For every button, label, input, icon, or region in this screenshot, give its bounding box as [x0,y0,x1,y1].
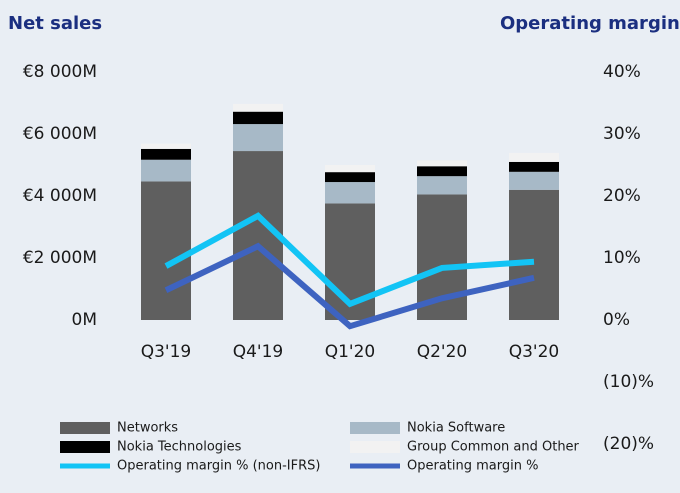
legend-label: Operating margin % [407,459,538,474]
y2-tick-label: 0% [603,310,630,330]
y2-tick-label: 30% [603,124,641,144]
legend-swatch [350,422,400,434]
legend-label: Nokia Technologies [117,440,242,455]
legend-swatch [60,422,110,434]
y-tick-label: 0M [72,310,97,330]
bar-segment [141,148,191,160]
legend-label: Networks [117,421,178,436]
bar-segment [509,161,559,172]
legend-swatch [350,441,400,453]
bar-segment [417,160,467,167]
bar-segment [509,189,559,320]
bar-segment [233,124,283,152]
x-tick-label: Q4'19 [233,342,284,362]
bar-segment [141,143,191,149]
legend-label: Group Common and Other [407,440,580,455]
x-tick-label: Q1'20 [325,342,376,362]
legend-label: Nokia Software [407,421,505,436]
y-tick-label: €8 000M [23,62,97,82]
y2-tick-label: 40% [603,62,641,82]
line [164,242,535,330]
bar-segment [325,182,375,204]
y2-axis-title: Operating margin [500,13,680,34]
x-tick-label: Q3'19 [141,342,192,362]
chart-title: Net sales [8,13,102,34]
bar-segment [141,159,191,182]
x-tick-label: Q3'20 [509,342,560,362]
y2-tick-label: (20)% [603,434,654,454]
line [164,212,535,308]
legend-label: Operating margin % (non-IFRS) [117,459,320,474]
y2-tick-label: (10)% [603,372,654,392]
bar-segment [417,176,467,195]
bar-segment [509,171,559,190]
y2-tick-label: 10% [603,248,641,268]
y2-tick-label: 20% [603,186,641,206]
y-tick-label: €4 000M [23,186,97,206]
y-tick-label: €6 000M [23,124,97,144]
x-tick-label: Q2'20 [417,342,468,362]
legend-swatch [60,441,110,453]
bar-segment [509,152,559,162]
bar-segment [325,165,375,173]
bar-segment [141,181,191,320]
bar-segment [233,103,283,112]
bar-segment [233,111,283,125]
bar-segment [325,172,375,183]
y-tick-label: €2 000M [23,248,97,268]
bar-segment [417,166,467,177]
